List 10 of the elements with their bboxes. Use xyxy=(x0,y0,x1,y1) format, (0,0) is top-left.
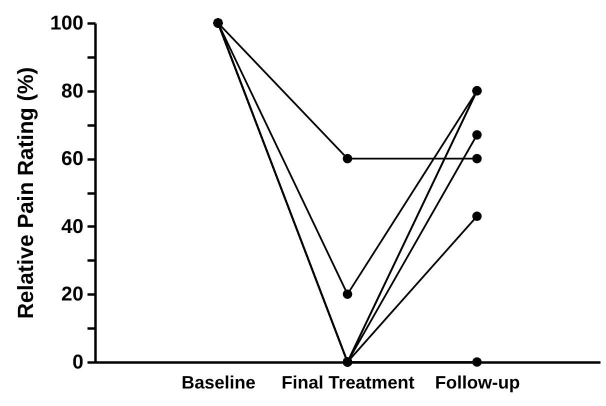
y-tick-label: 40 xyxy=(61,216,84,238)
x-tick-label: Final Treatment xyxy=(281,372,415,392)
y-axis-title: Relative Pain Rating (%) xyxy=(13,67,38,319)
x-tick-label: Baseline xyxy=(181,372,256,392)
y-tick-label: 100 xyxy=(50,12,84,34)
y-tick-label: 60 xyxy=(61,148,84,170)
y-tick-label: 20 xyxy=(61,284,84,306)
x-tick-label: Follow-up xyxy=(434,372,520,392)
y-tick-label: 0 xyxy=(72,352,84,374)
y-tick-label: 80 xyxy=(61,80,84,102)
